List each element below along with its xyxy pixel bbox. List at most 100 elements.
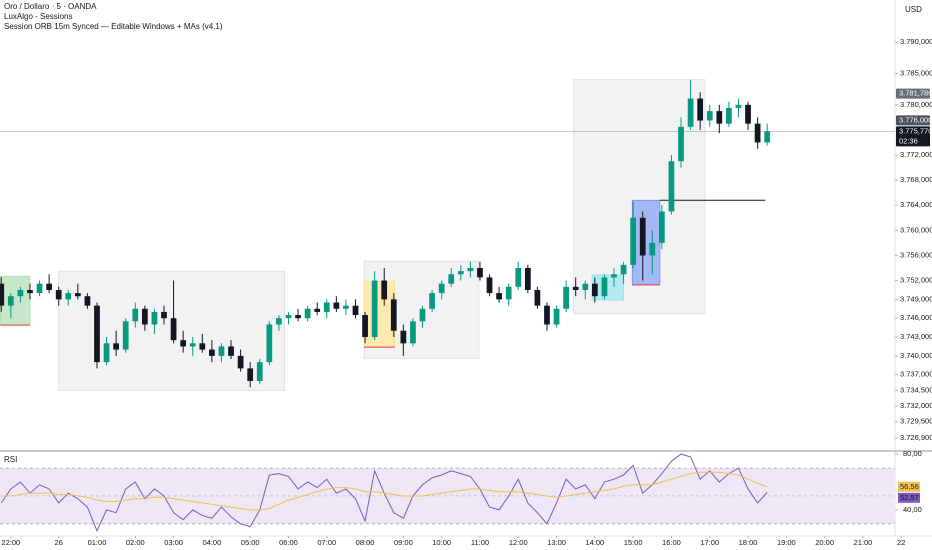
plot: 3.790,000 3.785,000 3.780,000 3.772,000 3.76… xyxy=(0,37,932,547)
price-label: 3.775,770 xyxy=(899,126,932,135)
candle-body xyxy=(687,98,694,127)
x-tick-label: 03:00 xyxy=(164,538,183,547)
candle-body xyxy=(122,321,129,350)
candle-body xyxy=(496,293,502,300)
y-tick-label: 3.790,000 xyxy=(900,37,932,46)
currency: USD xyxy=(905,5,922,14)
candle-body xyxy=(553,308,560,325)
candle-body xyxy=(448,274,455,284)
candle-body xyxy=(486,277,493,294)
x-tick-label: 20:00 xyxy=(815,538,834,547)
x-tick-label: 21:00 xyxy=(854,538,873,547)
candle-body xyxy=(17,289,24,297)
candle-body xyxy=(46,283,52,290)
candle-body xyxy=(601,277,608,297)
price-label: 3.781,780 xyxy=(899,89,932,98)
y-tick-label: 3.740,000 xyxy=(900,351,932,360)
y-tick-label: 80,00 xyxy=(903,449,922,458)
candle-body xyxy=(333,302,340,309)
candle-body xyxy=(611,274,617,278)
x-tick-label: 07:00 xyxy=(317,538,336,547)
indicator-label: LuxAlgo - Sessions xyxy=(4,12,72,21)
candle-body xyxy=(247,368,254,381)
candle-body xyxy=(209,349,215,356)
session-box xyxy=(631,199,661,286)
candle-body xyxy=(7,296,14,306)
candle-body xyxy=(764,131,771,143)
candle-body xyxy=(515,267,522,287)
y-tick-label: 3.760,000 xyxy=(900,225,932,234)
rsi-value-box xyxy=(898,492,920,503)
candle-body xyxy=(295,315,301,319)
candle-body xyxy=(505,286,512,300)
rsi-value-label: 56,56 xyxy=(900,482,919,491)
x-tick-label: 11:00 xyxy=(471,538,489,547)
candle-body xyxy=(429,293,435,309)
y-tick-label: 3.737,000 xyxy=(900,370,932,379)
candle-body xyxy=(467,267,474,272)
candle-body xyxy=(151,311,158,325)
candle-body xyxy=(84,296,91,306)
candle-body xyxy=(457,271,464,275)
x-tick-label: 13:00 xyxy=(547,538,566,547)
candle-body xyxy=(419,308,426,322)
countdown: 02:36 xyxy=(899,136,918,145)
y-tick-label: 3.764,000 xyxy=(900,200,932,209)
candle-body xyxy=(132,308,139,322)
x-tick-label: 22:00 xyxy=(1,538,20,547)
candle-body xyxy=(572,286,579,290)
candle-body xyxy=(237,355,244,369)
candle-body xyxy=(620,264,627,275)
candle-body xyxy=(745,104,751,124)
candle-body xyxy=(0,283,5,306)
candle-body xyxy=(74,293,81,297)
candle-body xyxy=(582,283,589,290)
candle-body xyxy=(103,343,110,363)
candle-body xyxy=(381,280,388,300)
x-tick-label: 02:00 xyxy=(126,538,145,547)
x-tick-label: 15:00 xyxy=(624,538,643,547)
candle-body xyxy=(534,289,541,306)
y-tick-label: 3.772,000 xyxy=(900,150,932,159)
rsi-value-box xyxy=(898,481,920,492)
y-tick-label: 3.756,000 xyxy=(900,250,932,259)
x-tick-label: 17:00 xyxy=(700,538,719,547)
y-tick-label: 40,00 xyxy=(903,505,922,514)
price-label-box xyxy=(896,88,930,99)
x-tick-label: 22 xyxy=(897,538,905,547)
x-tick-label: 19:00 xyxy=(777,538,796,547)
candle-body xyxy=(55,289,62,300)
rsi-title: RSI xyxy=(4,455,17,464)
rsi-value-label: 52,57 xyxy=(900,493,919,502)
y-tick-label: 3.768,000 xyxy=(900,175,932,184)
x-tick-label: 12:00 xyxy=(509,538,528,547)
candle-body xyxy=(189,343,196,347)
candle-body xyxy=(141,308,148,325)
price-label-box xyxy=(896,126,930,147)
x-tick-label: 08:00 xyxy=(356,538,375,547)
rsi-line xyxy=(1,471,768,511)
indicator-label: Session ORB 15m Synced — Editable Window… xyxy=(4,22,223,31)
session-box xyxy=(363,281,396,348)
candle-body xyxy=(477,267,483,278)
candle-body xyxy=(65,293,72,300)
candle-body xyxy=(735,104,742,108)
x-tick-label: 16:00 xyxy=(662,538,681,547)
candle-body xyxy=(400,330,407,344)
candle-body xyxy=(524,267,531,290)
y-tick-label: 3.780,000 xyxy=(900,100,932,109)
candle-body xyxy=(658,211,665,243)
x-tick-label: 09:00 xyxy=(394,538,413,547)
candle-body xyxy=(591,283,598,297)
y-tick-label: 3.726,900 xyxy=(900,433,932,442)
candle-body xyxy=(544,305,550,325)
x-tick-label: 26 xyxy=(55,538,63,547)
candle-body xyxy=(668,161,675,212)
y-tick-label: 3.752,000 xyxy=(900,276,932,285)
price-label: 3.776,000 xyxy=(899,115,932,124)
x-tick-label: 18:00 xyxy=(739,538,758,547)
session-box xyxy=(0,275,31,326)
candle-body xyxy=(304,308,311,319)
candle-body xyxy=(726,107,732,124)
